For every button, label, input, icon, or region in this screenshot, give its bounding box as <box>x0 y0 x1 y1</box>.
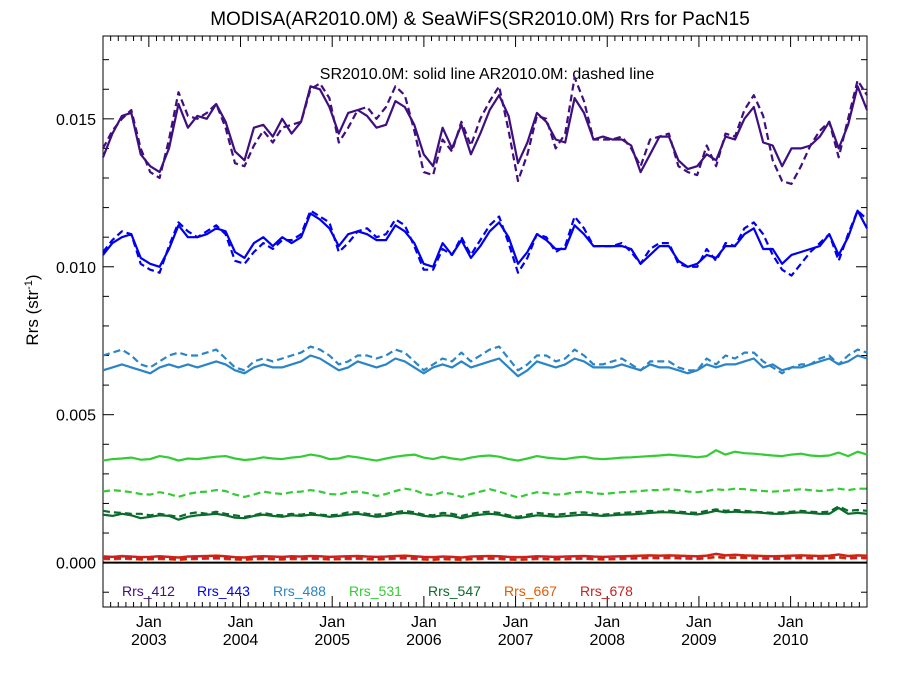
x-tick-label-month: Jan <box>411 614 437 631</box>
x-tick-label-year: 2004 <box>223 632 259 649</box>
series-line-dashed-rrs-412 <box>102 76 868 185</box>
y-tick-label: 0.000 <box>56 556 96 573</box>
series-line-solid-rrs-531 <box>102 449 868 462</box>
legend-item-rrs-547: Rrs_547 <box>428 583 481 599</box>
y-tick-label: 0.005 <box>56 408 96 425</box>
chart-subtitle: SR2010.0M: solid line AR2010.0M: dashed … <box>320 66 655 83</box>
series-line-dashed-rrs-531-ar2010-0m <box>102 487 867 499</box>
x-tick-label-month: Jan <box>319 614 345 631</box>
plot-area: 0.0000.0050.0100.015Jan2003Jan2004Jan200… <box>56 35 869 649</box>
series-line-solid-rrs-412 <box>101 85 869 174</box>
chart-title: MODISA(AR2010.0M) & SeaWiFS(SR2010.0M) R… <box>210 9 750 30</box>
series-line-dashed-rrs-488 <box>102 345 868 375</box>
x-tick-label-month: Jan <box>686 614 712 631</box>
series-line-solid-rrs-443 <box>102 209 868 268</box>
x-tick-label-year: 2010 <box>773 632 809 649</box>
x-tick-label-year: 2003 <box>131 632 167 649</box>
x-tick-label-month: Jan <box>228 614 254 631</box>
series-line-solid-rrs-488 <box>102 354 868 378</box>
series-line-dashed-rrs-678 <box>102 555 868 561</box>
x-tick-label-year: 2006 <box>406 632 442 649</box>
x-tick-label-year: 2007 <box>498 632 534 649</box>
x-tick-label-month: Jan <box>594 614 620 631</box>
y-tick-label: 0.015 <box>56 112 96 129</box>
legend-item-rrs-531: Rrs_531 <box>349 583 402 599</box>
legend-item-rrs-443: Rrs_443 <box>197 583 250 599</box>
legend-item-rrs-667: Rrs_667 <box>504 583 557 599</box>
y-axis-label-superscript: -1 <box>23 280 35 290</box>
y-axis-label: Rrs (str-1) <box>23 274 42 345</box>
legend-item-rrs-412: Rrs_412 <box>122 583 175 599</box>
series-line-dashed-rrs-547 <box>102 505 868 518</box>
x-tick-label-month: Jan <box>503 614 529 631</box>
series-line-solid-rrs-547 <box>102 506 868 521</box>
y-tick-label: 0.010 <box>56 260 96 277</box>
series-line-solid-rrs-678 <box>102 552 868 559</box>
series-line-dashed-rrs-443 <box>102 209 868 277</box>
y-axis-label-close: ) <box>23 274 42 280</box>
y-axis-label-main: Rrs (str <box>23 290 42 346</box>
x-tick-label-year: 2009 <box>681 632 717 649</box>
legend-item-rrs-678: Rrs_678 <box>580 583 633 599</box>
x-tick-label-year: 2005 <box>314 632 350 649</box>
legend-item-rrs-488: Rrs_488 <box>273 583 326 599</box>
x-tick-label-month: Jan <box>778 614 804 631</box>
x-tick-label-year: 2008 <box>589 632 625 649</box>
x-tick-label-month: Jan <box>136 614 162 631</box>
